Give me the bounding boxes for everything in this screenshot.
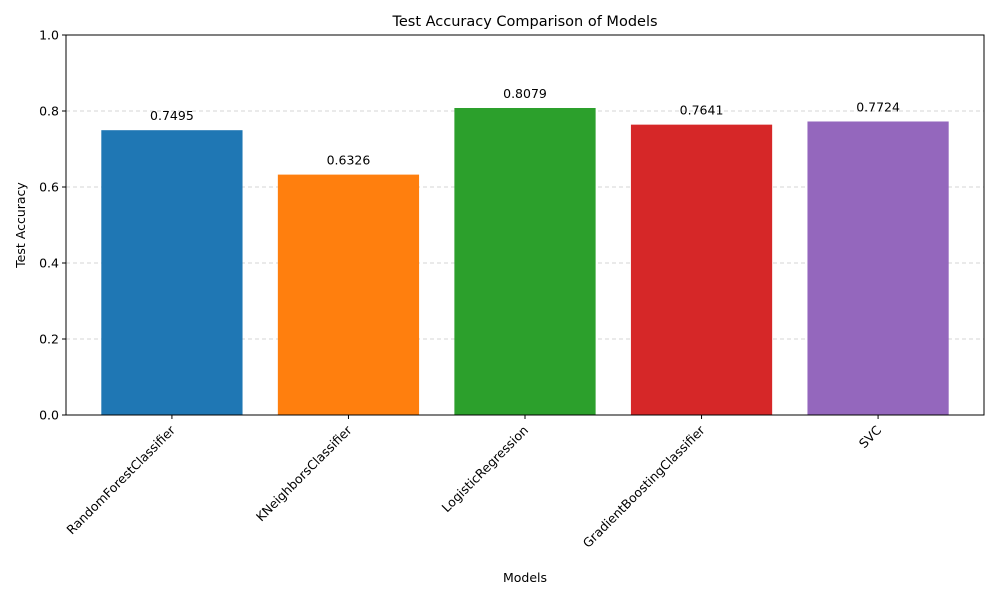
bar: [277, 174, 420, 415]
x-axis-label: Models: [503, 570, 547, 585]
bar-value-label: 0.7724: [856, 99, 900, 114]
bar-value-label: 0.7641: [680, 103, 724, 118]
bar: [454, 107, 596, 416]
bar-value-labels: 0.7495 0.6326 0.8079 0.7641 0.7724: [150, 86, 900, 168]
y-tick-label: 1.0: [39, 28, 59, 43]
bars: [101, 107, 949, 416]
bar-value-label: 0.6326: [327, 153, 371, 168]
bar: [101, 130, 243, 415]
y-tick-label: 0.6: [39, 180, 59, 195]
bar: [807, 121, 949, 415]
y-axis-label: Test Accuracy: [13, 182, 28, 269]
y-tick-label: 0.0: [39, 408, 59, 423]
bar-value-label: 0.8079: [503, 86, 547, 101]
chart-title: Test Accuracy Comparison of Models: [391, 14, 657, 30]
y-axis-ticks: 0.0 0.2 0.4 0.6 0.8 1.0: [39, 28, 66, 423]
bar: [630, 124, 773, 415]
y-tick-label: 0.8: [39, 104, 59, 119]
bar-value-label: 0.7495: [150, 108, 194, 123]
y-tick-label: 0.4: [39, 256, 59, 271]
y-tick-label: 0.2: [39, 332, 59, 347]
